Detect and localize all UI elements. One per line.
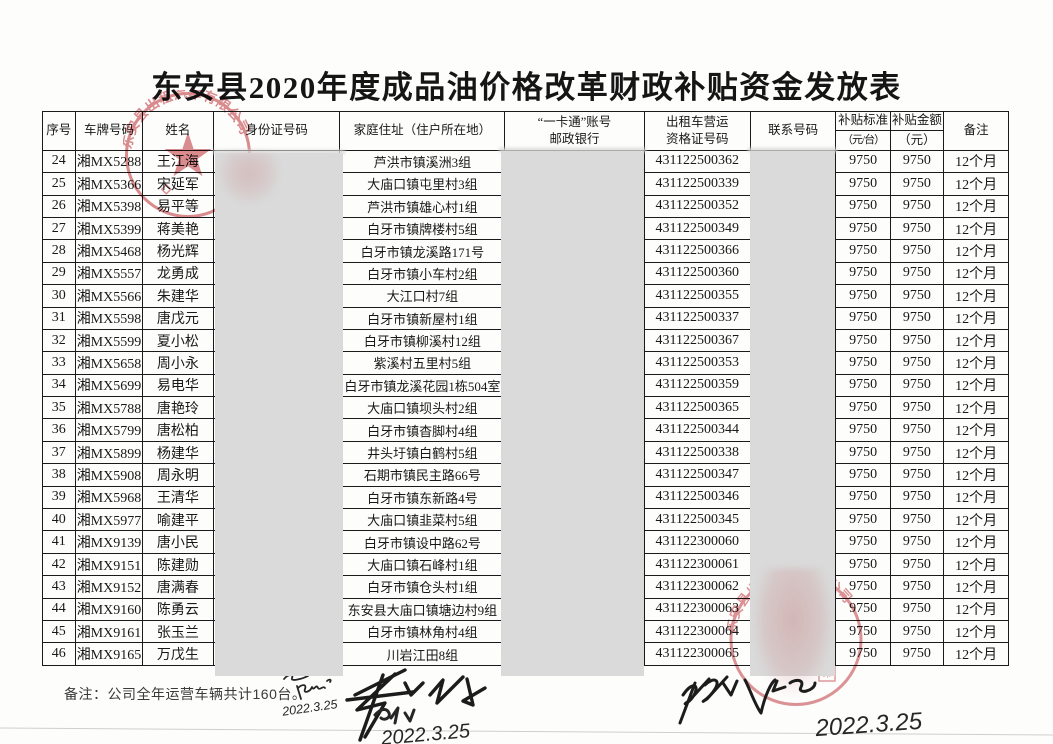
svg-text:2022.3.25: 2022.3.25	[379, 720, 471, 744]
svg-text:2022.3.25: 2022.3.25	[814, 708, 924, 740]
svg-text:2022.3.25: 2022.3.25	[282, 697, 338, 719]
